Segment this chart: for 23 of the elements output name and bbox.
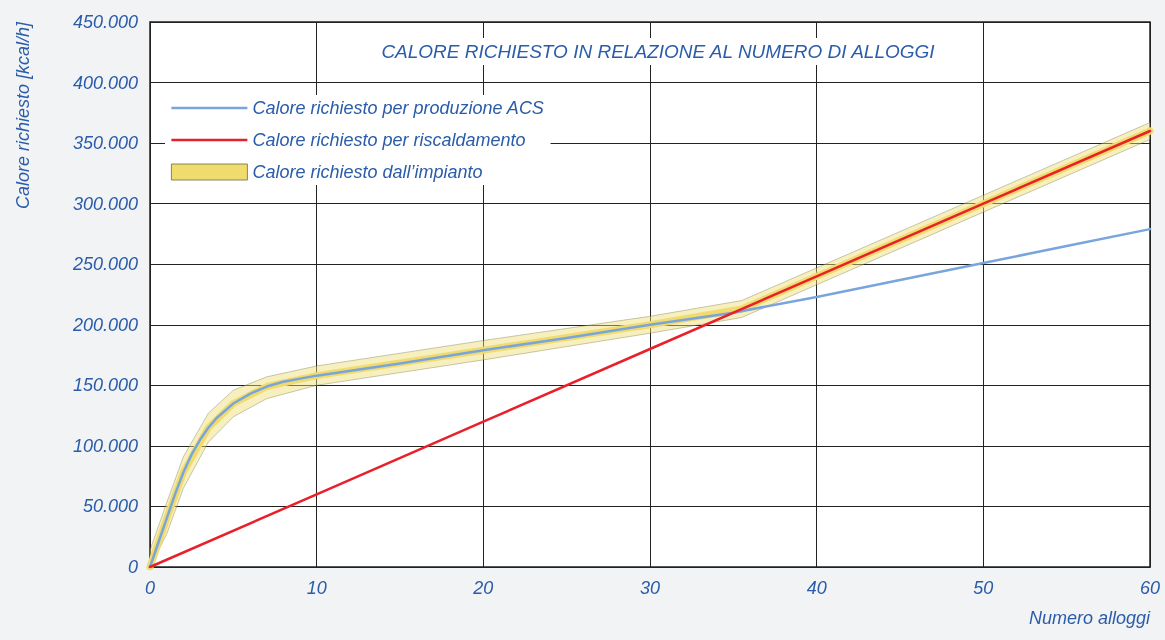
y-tick-label: 100.000 [72,435,138,456]
y-tick-label: 200.000 [71,314,138,335]
x-tick-label: 30 [639,578,661,598]
legend-label: Calore richiesto per riscaldamento [252,130,526,150]
y-tick-label: 250.000 [71,254,138,275]
y-tick-label: 400.000 [72,72,138,93]
x-tick-label: 20 [472,578,494,598]
legend-label: Calore richiesto per produzione ACS [252,98,544,118]
y-tick-label: 0 [127,557,138,577]
y-tick-label: 350.000 [72,133,138,154]
x-tick-label: 40 [806,578,827,598]
x-axis-title: Numero alloggi [1028,608,1151,628]
x-tick-label: 10 [306,578,327,598]
x-tick-label: 50 [973,578,994,598]
y-tick-label: 150.000 [72,375,138,396]
y-tick-label: 300.000 [72,193,138,214]
x-tick-label: 60 [1139,578,1161,598]
y-tick-label: 450.000 [72,12,138,32]
text: CALORE RICHIESTO IN RELAZIONE AL NUMERO DI ALLOGGI [381,41,936,62]
y-tick-label: 50.000 [82,496,138,517]
y-axis-title: Calore richiesto [kcal/h] [13,21,33,210]
x-tick-label: 0 [144,578,156,598]
legend-label: Calore richiesto dall’impianto [252,162,483,182]
